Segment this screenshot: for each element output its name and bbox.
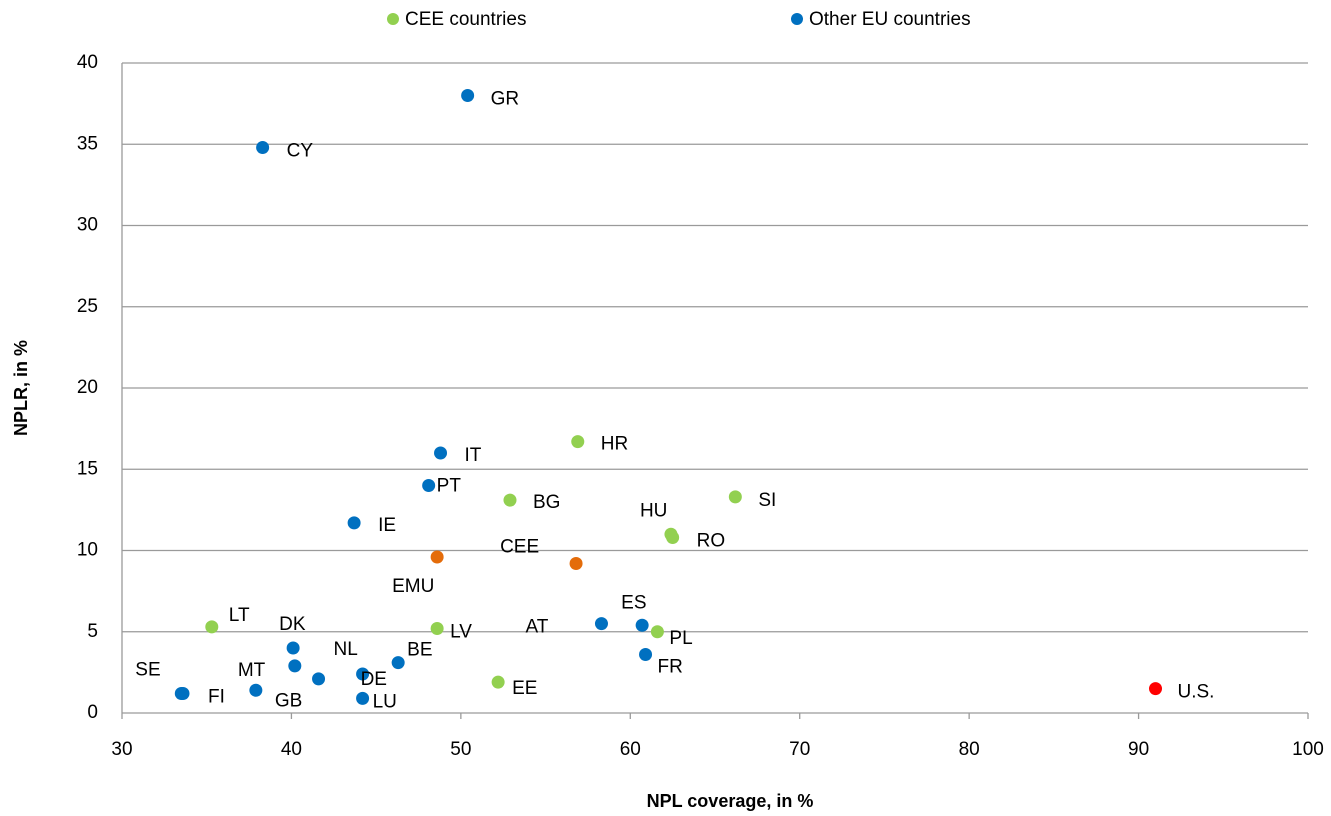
legend-label: CEE countries [405, 9, 526, 30]
point [356, 691, 370, 705]
x-tick-label: 100 [1292, 739, 1324, 760]
point [569, 557, 583, 570]
point-label: DK [279, 614, 306, 635]
point [422, 479, 436, 492]
x-tick-label: 30 [111, 739, 132, 760]
point-label: CEE [500, 537, 539, 558]
point-label: GB [275, 690, 302, 711]
point-label: FR [658, 657, 683, 678]
point-label: HU [640, 500, 667, 521]
point-label: PL [669, 628, 692, 649]
point [666, 531, 680, 544]
point [288, 659, 302, 673]
point-label: SE [135, 660, 160, 681]
y-tick-label: 40 [77, 52, 98, 73]
point-label: U.S. [1178, 682, 1215, 703]
point [205, 620, 219, 634]
point [461, 89, 475, 102]
x-tick-label: 80 [959, 739, 980, 760]
point-label: NL [334, 639, 358, 660]
point [639, 648, 653, 661]
point [571, 435, 585, 449]
y-tick-label: 0 [87, 702, 98, 723]
y-tick-label: 20 [77, 377, 98, 398]
y-tick-label: 30 [77, 215, 98, 236]
point-label: LT [229, 605, 250, 626]
legend-label: Other EU countries [809, 9, 971, 30]
point-label: IT [465, 445, 482, 466]
legend-marker [387, 13, 399, 25]
point [347, 516, 361, 530]
point-label: LV [450, 622, 472, 643]
point-label: BG [533, 492, 560, 513]
point [430, 550, 444, 564]
point [256, 141, 270, 154]
y-tick-label: 35 [77, 133, 98, 154]
point-label: GR [491, 89, 520, 110]
point-label: ES [621, 592, 646, 613]
point-label: EE [512, 678, 537, 699]
point-label: AT [525, 617, 548, 638]
y-tick-label: 10 [77, 540, 98, 561]
point-label: RO [697, 531, 726, 552]
point-label: CY [287, 141, 314, 162]
point [503, 493, 517, 507]
point [312, 672, 326, 686]
point [286, 641, 300, 655]
x-tick-label: 40 [281, 739, 302, 760]
point-label: BE [407, 640, 432, 661]
x-tick-label: 70 [789, 739, 810, 760]
point [594, 617, 608, 631]
legend-marker [791, 13, 803, 25]
point [391, 656, 405, 670]
point-label: EMU [392, 576, 434, 597]
point-label: SI [758, 490, 776, 511]
point [434, 446, 448, 460]
point-label: FI [208, 687, 225, 708]
point [176, 687, 190, 700]
point-label: HR [601, 434, 628, 455]
point [491, 675, 505, 689]
point [249, 683, 263, 697]
x-tick-label: 60 [620, 739, 641, 760]
point-label: DE [361, 669, 387, 690]
point-label: LU [373, 691, 397, 712]
point-label: PT [437, 476, 462, 497]
y-tick-label: 15 [77, 458, 98, 479]
point [728, 490, 742, 504]
y-tick-label: 25 [77, 296, 98, 317]
point [1149, 682, 1163, 696]
point [635, 618, 649, 632]
point [650, 625, 664, 639]
x-tick-label: 50 [450, 739, 471, 760]
point-label: IE [378, 515, 396, 536]
point [356, 667, 370, 681]
x-axis-title: NPL coverage, in % [647, 791, 814, 811]
point [430, 622, 444, 635]
x-tick-label: 90 [1128, 739, 1149, 760]
y-tick-label: 5 [87, 621, 98, 642]
point-label: MT [238, 660, 266, 681]
y-axis-title: NPLR, in % [11, 340, 31, 436]
